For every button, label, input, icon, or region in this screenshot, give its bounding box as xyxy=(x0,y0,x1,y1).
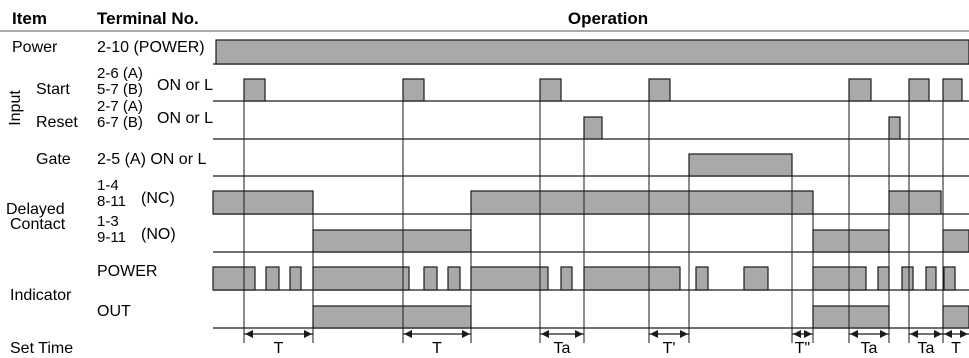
header-operation: Operation xyxy=(568,9,648,28)
set-time-label-6: Ta xyxy=(861,340,878,357)
indicator-power-pulse-2 xyxy=(265,266,280,291)
arrow-head-8-left xyxy=(944,330,952,338)
arrow-head-6-right xyxy=(880,330,888,338)
indicator-power-pulse-8 xyxy=(560,266,573,291)
arrow-head-7-right xyxy=(934,330,942,338)
indicator-power-pulse-7 xyxy=(470,266,549,291)
header-item: Item xyxy=(12,9,47,28)
indicator-power-pulse-6 xyxy=(447,266,461,291)
terminal-reset-top: 2-7 (A) xyxy=(97,98,143,115)
set-time-arrows: T T Ta T' T" Ta Ta T xyxy=(244,330,969,357)
nc-pulse-2 xyxy=(470,190,814,215)
terminal-start-top: 2-6 (A) xyxy=(97,65,143,82)
indicator-power-pulse-1 xyxy=(212,266,256,291)
terminal-nc-top: 1-4 xyxy=(97,177,119,194)
indicator-power-pulse-11 xyxy=(743,266,769,291)
arrow-head-3-right xyxy=(575,330,583,338)
arrow-head-2-left xyxy=(404,330,412,338)
label-gate: Gate xyxy=(36,151,71,168)
indicator-power-pulse-5 xyxy=(423,266,438,291)
indicator-power-pulse-10 xyxy=(695,266,709,291)
arrow-head-5-right xyxy=(804,330,812,338)
gate-pulse-1 xyxy=(688,153,793,177)
terminal-nc-bottom: 8-11 xyxy=(97,193,126,210)
arrow-head-4-right xyxy=(680,330,688,338)
start-pulse-2 xyxy=(402,78,425,102)
terminal-power: 2-10 (POWER) xyxy=(97,39,205,56)
no-pulse-3 xyxy=(942,229,969,253)
terminal-gate: 2-5 (A) ON or L xyxy=(97,151,206,168)
arrow-head-7-left xyxy=(910,330,918,338)
reset-pulse-2 xyxy=(888,116,901,140)
label-indicator: Indicator xyxy=(10,287,72,304)
indicator-out-pulse-1 xyxy=(312,305,472,329)
terminal-no-top: 1-3 xyxy=(97,213,119,230)
indicator-out-pulse-2 xyxy=(812,305,890,329)
set-time-label-5: T" xyxy=(795,340,810,357)
state-start: ON or L xyxy=(157,77,213,94)
label-power: Power xyxy=(12,39,58,56)
state-nc: (NC) xyxy=(141,190,175,207)
start-pulse-1 xyxy=(243,78,266,102)
nc-pulse-1 xyxy=(212,190,314,215)
indicator-out-label: OUT xyxy=(97,303,131,320)
arrow-head-8-right xyxy=(960,330,968,338)
header-terminal: Terminal No. xyxy=(97,9,199,28)
set-time-label-8: T xyxy=(951,340,961,357)
state-reset: ON or L xyxy=(157,110,213,127)
start-pulse-7 xyxy=(942,78,963,102)
label-start: Start xyxy=(36,81,70,98)
arrow-head-5-left xyxy=(793,330,801,338)
indicator-power-pulse-3 xyxy=(289,266,302,291)
set-time-label-3: Ta xyxy=(554,340,571,357)
indicator-power-pulse-4 xyxy=(312,266,410,291)
indicator-power-pulse-13 xyxy=(877,266,890,291)
event-lines xyxy=(215,40,944,343)
terminal-reset-bottom: 6-7 (B) xyxy=(97,114,143,131)
waveforms xyxy=(212,39,969,329)
power-pulse-1 xyxy=(215,39,969,65)
start-pulse-3 xyxy=(539,78,562,102)
arrow-head-2-right xyxy=(462,330,470,338)
reset-pulse-1 xyxy=(583,116,603,140)
arrow-head-1-right xyxy=(304,330,312,338)
indicator-power-pulse-12 xyxy=(812,266,867,291)
indicator-out-pulse-3 xyxy=(942,305,969,329)
label-set-time: Set Time xyxy=(10,340,73,357)
arrow-head-4-left xyxy=(650,330,658,338)
start-pulse-5 xyxy=(848,78,872,102)
indicator-power-pulse-9 xyxy=(583,266,681,291)
set-time-label-7: Ta xyxy=(918,340,935,357)
label-reset: Reset xyxy=(36,114,78,131)
indicator-power-label: POWER xyxy=(97,263,157,280)
no-pulse-2 xyxy=(812,229,890,253)
indicator-power-pulse-14 xyxy=(901,266,914,291)
set-time-label-2: T xyxy=(432,340,442,357)
start-pulse-4 xyxy=(648,78,671,102)
label-contact: Contact xyxy=(10,216,66,233)
set-time-label-1: T xyxy=(274,340,284,357)
arrow-head-6-left xyxy=(850,330,858,338)
indicator-power-pulse-15 xyxy=(925,266,937,291)
nc-pulse-3 xyxy=(888,190,942,215)
terminal-no-bottom: 9-11 xyxy=(97,229,126,246)
arrow-head-3-left xyxy=(541,330,549,338)
indicator-power-pulse-16 xyxy=(943,266,956,291)
start-pulse-6 xyxy=(908,78,930,102)
set-time-label-4: T' xyxy=(663,340,676,357)
label-delayed: Delayed xyxy=(6,201,65,218)
no-pulse-1 xyxy=(312,229,472,253)
state-no: (NO) xyxy=(141,226,176,243)
label-input-group: Input xyxy=(7,90,24,126)
arrow-head-1-left xyxy=(245,330,253,338)
terminal-start-bottom: 5-7 (B) xyxy=(97,81,143,98)
